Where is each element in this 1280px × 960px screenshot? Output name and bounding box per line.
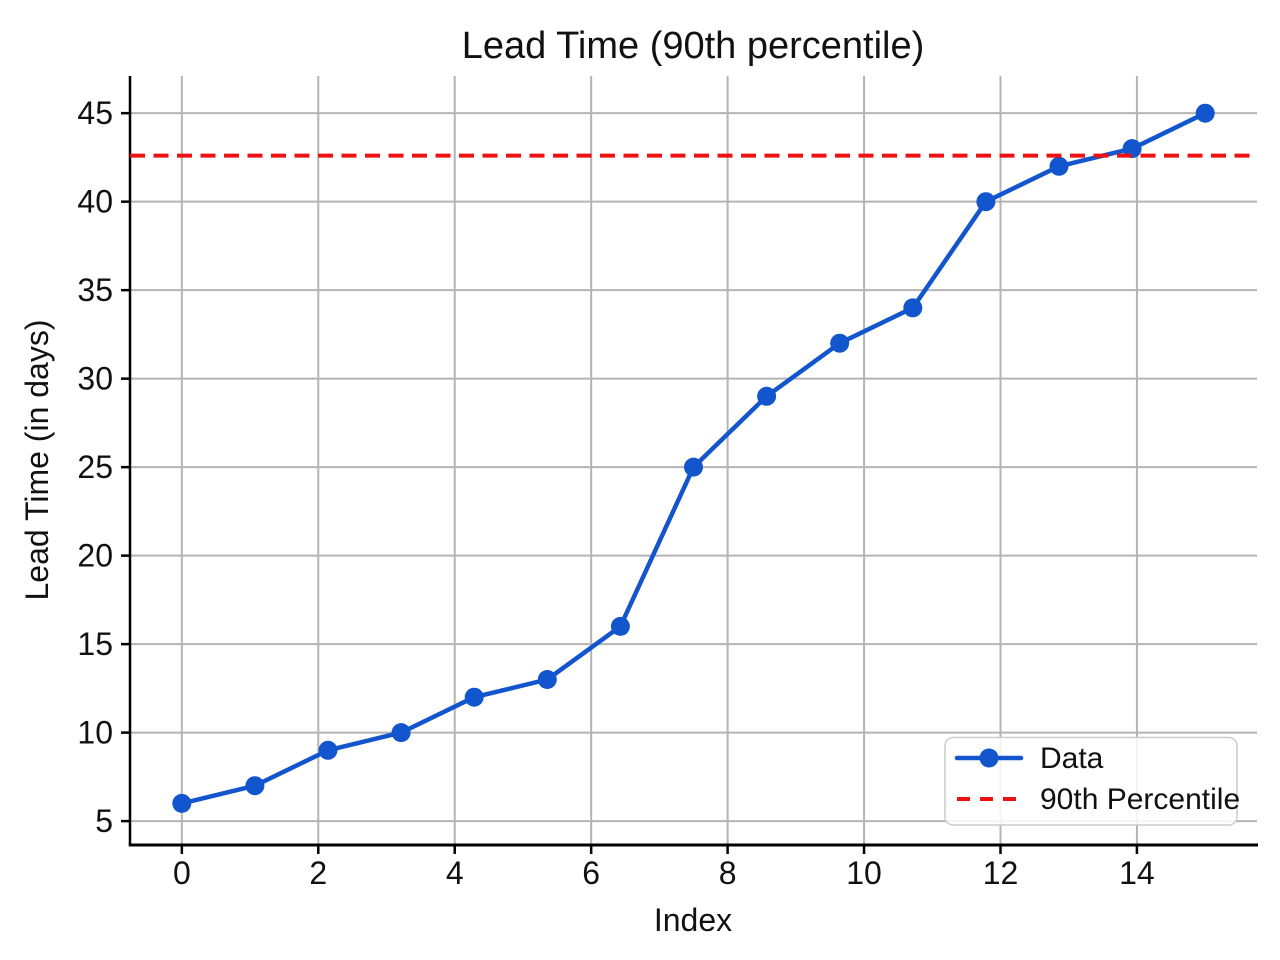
data-point [537, 670, 557, 689]
y-tick-label: 10 [77, 715, 113, 751]
data-point [684, 457, 703, 477]
y-tick-label: 45 [77, 95, 113, 131]
data-point [903, 298, 923, 318]
legend-data-label: Data [1040, 742, 1104, 775]
data-markers [172, 103, 1215, 813]
legend-item-percentile: 90th Percentile [957, 783, 1240, 816]
axes-spines [128, 76, 1258, 847]
x-tick-label: 6 [582, 855, 600, 891]
y-tick-label: 25 [77, 449, 113, 485]
legend-percentile-label: 90th Percentile [1040, 783, 1240, 816]
legend-data-marker [979, 748, 999, 768]
data-point [464, 687, 484, 707]
x-tick-label: 0 [173, 855, 191, 891]
data-point [976, 192, 996, 212]
legend-item-data: Data [954, 742, 1104, 775]
y-tick-label: 40 [77, 184, 113, 220]
data-point [1122, 139, 1142, 159]
data-point [610, 616, 630, 636]
y-tick-label: 30 [77, 361, 113, 397]
y-tick-label: 15 [77, 626, 113, 662]
chart-title: Lead Time (90th percentile) [462, 25, 925, 67]
data-point [1195, 103, 1215, 123]
y-tick-label: 35 [77, 272, 113, 308]
y-tick-label: 5 [95, 803, 113, 839]
data-point [172, 793, 192, 813]
y-axis-label: Lead Time (in days) [19, 319, 55, 600]
x-tick-label: 12 [983, 855, 1019, 891]
data-point [757, 386, 777, 406]
x-tick-label: 8 [719, 855, 737, 891]
x-tick-label: 14 [1119, 855, 1155, 891]
tick-marks [121, 111, 1139, 854]
data-point [830, 333, 850, 353]
legend: Data 90th Percentile [944, 736, 1240, 826]
data-point [1049, 156, 1069, 176]
x-tick-label: 2 [309, 855, 327, 891]
y-tick-label: 20 [77, 538, 113, 574]
data-point [318, 740, 338, 760]
x-tick-label: 10 [846, 855, 882, 891]
data-point [245, 776, 265, 796]
x-axis-label: Index [654, 902, 732, 938]
x-tick-label: 4 [446, 855, 464, 891]
tick-labels: 0 2 4 6 8 10 12 14 5 10 15 20 25 30 35 40 45 [77, 95, 1154, 891]
data-point [391, 723, 411, 743]
